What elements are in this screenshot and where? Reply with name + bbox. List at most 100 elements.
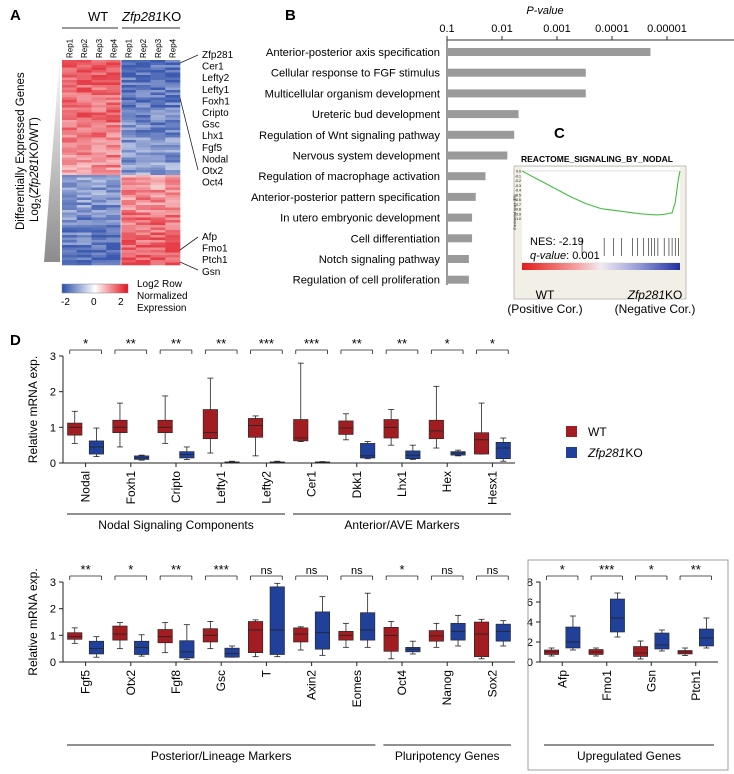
heatmap-cell (76, 120, 92, 123)
pvalue-category-label: Regulation of cell proliferation (293, 275, 440, 287)
heatmap-cell (121, 150, 137, 153)
heatmap-cell (135, 160, 151, 163)
box-ko (179, 640, 195, 659)
heatmap-cell (150, 120, 166, 123)
gene-label: Gsc (202, 120, 220, 131)
heatmap-cell (165, 142, 181, 146)
heatmap-cell (62, 92, 78, 96)
heatmap-cell (91, 155, 107, 158)
heatmap-cell (150, 157, 166, 161)
group-label: Posterior/Lineage Markers (151, 749, 292, 763)
pvalue-category-label: Regulation of Wnt signaling pathway (259, 130, 440, 142)
heatmap-cell (150, 87, 166, 91)
heatmap-cell (165, 217, 181, 221)
pvalue-category-label: In utero embryonic development (280, 213, 441, 225)
heatmap-cell (62, 225, 78, 228)
group-label: Nodal Signaling Components (98, 518, 253, 532)
heatmap-cell (91, 232, 107, 236)
heatmap-cell (135, 207, 151, 211)
heatmap-cell (62, 137, 78, 141)
heatmap-cell (121, 222, 137, 226)
heatmap-cell (62, 160, 78, 163)
heatmap-cell (62, 70, 78, 73)
heatmap-cell (165, 82, 181, 86)
heatmap-cell (106, 117, 122, 121)
heatmap-cell (62, 145, 78, 148)
boxplot-bottom-left: 0 1 2 3 Relative mRNA exp. ** Fgf5 * Otx2 ** Fgf8 *… (26, 562, 515, 763)
gene-label: Cripto (202, 108, 229, 119)
heatmap-cell (135, 245, 151, 248)
heatmap-cell (121, 210, 137, 213)
rep-label: Rep1 (65, 38, 74, 58)
heatmap-cell (150, 215, 166, 218)
heatmap-cell (62, 212, 78, 216)
heatmap-cell (62, 187, 78, 191)
heatmap-cell (135, 177, 151, 181)
heatmap-cell (91, 100, 107, 103)
sig-label: * (399, 562, 404, 577)
heatmap-cell (135, 85, 151, 88)
heatmap-cell (106, 230, 122, 233)
heatmap-cell (121, 257, 137, 261)
heatmap-cell (62, 202, 78, 206)
heatmap-cell (135, 150, 151, 153)
heatmap-cell (150, 170, 166, 173)
heatmap-cell (62, 195, 78, 198)
heatmap-cell (135, 92, 151, 96)
heatmap-cell (150, 67, 166, 71)
heatmap-cell (121, 160, 137, 163)
heatmap-cell (76, 67, 92, 71)
heatmap-cell (135, 135, 151, 138)
sig-label: ** (397, 336, 407, 351)
heatmap-cell (165, 175, 181, 178)
heatmap-cell (135, 237, 151, 241)
box-ko (699, 628, 714, 647)
heatmap-cell (121, 217, 137, 221)
x-tick-label: Lefty1 (214, 471, 228, 504)
heatmap-cell (150, 60, 166, 63)
heatmap-cell (62, 242, 78, 246)
heatmap-cell (76, 195, 92, 198)
heatmap-cell (135, 255, 151, 258)
heatmap-cell (135, 65, 151, 68)
pvalue-category-label: Cell differentiation (351, 233, 440, 245)
y-tick-label: 4 (527, 617, 533, 629)
heatmap-cell (91, 65, 107, 68)
heatmap-cell (165, 205, 181, 208)
y-tick-label: 2 (50, 387, 56, 399)
heatmap-cell (165, 152, 181, 156)
heatmap-cell (135, 242, 151, 246)
heatmap-cell (121, 60, 137, 63)
heatmap-cell (121, 95, 137, 98)
heatmap-cell (150, 247, 166, 251)
heatmap-cell (121, 180, 137, 183)
box-wt (293, 419, 309, 442)
legend-tick: 2 (118, 297, 124, 308)
heatmap-cell (106, 227, 122, 231)
heatmap-cell (121, 155, 137, 158)
heatmap-cell (106, 150, 122, 153)
heatmap-cell (76, 225, 92, 228)
heatmap-cell (106, 245, 122, 248)
heatmap-cell (150, 172, 166, 176)
heatmap-cell (106, 147, 122, 151)
heatmap-cell (62, 257, 78, 261)
heatmap-cell (135, 192, 151, 196)
box-wt (248, 621, 264, 653)
heatmap-cell (165, 107, 181, 111)
heatmap-cell (165, 137, 181, 141)
heatmap-cell (62, 172, 78, 176)
heatmap-cell (150, 70, 166, 73)
x-tick-label: Nodal (79, 471, 93, 502)
heatmap-cell (62, 217, 78, 221)
heatmap-cell (135, 140, 151, 143)
y-tick-label: 0 (50, 657, 56, 669)
heatmap-cell (121, 110, 137, 113)
heatmap-cell (106, 60, 122, 63)
heatmap-cell (150, 197, 166, 201)
box-ko (654, 632, 670, 650)
heatmap-cell (165, 120, 181, 123)
heatmap-cell (165, 260, 181, 263)
heatmap-cell (91, 160, 107, 163)
heatmap-cell (76, 200, 92, 203)
